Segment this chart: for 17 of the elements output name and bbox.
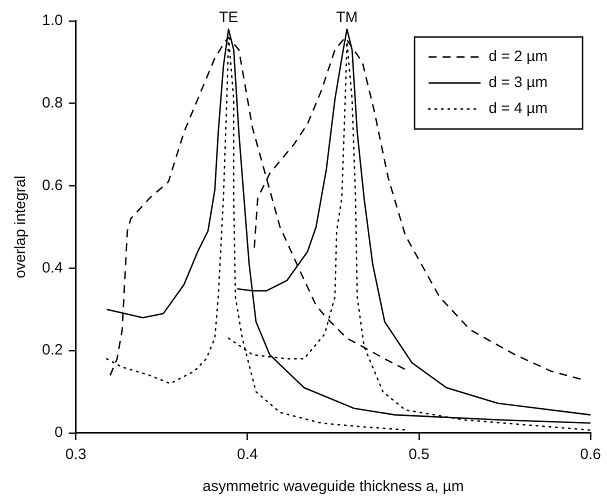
x-tick-label: 0.3 [65, 446, 86, 464]
x-axis-title: asymmetric waveguide thickness a, µm [202, 478, 464, 496]
y-tick-label: 1.0 [42, 12, 63, 30]
y-axis-title: overlap integral [12, 176, 30, 278]
y-tick-label: 0 [54, 424, 63, 442]
annotation: TM [336, 8, 358, 26]
legend-label: d = 4 µm [488, 100, 548, 118]
x-tick-label: 0.6 [580, 446, 602, 464]
legend-label: d = 2 µm [488, 48, 548, 66]
annotation: TE [218, 8, 238, 26]
y-tick-label: 0.2 [42, 342, 63, 359]
y-tick-label: 0.8 [42, 94, 63, 112]
x-tick-label: 0.5 [408, 446, 430, 464]
y-tick-label: 0.4 [42, 259, 63, 276]
x-tick-label: 0.4 [236, 446, 258, 464]
legend-label: d = 3 µm [488, 74, 548, 92]
y-tick-label: 0.6 [42, 176, 63, 194]
